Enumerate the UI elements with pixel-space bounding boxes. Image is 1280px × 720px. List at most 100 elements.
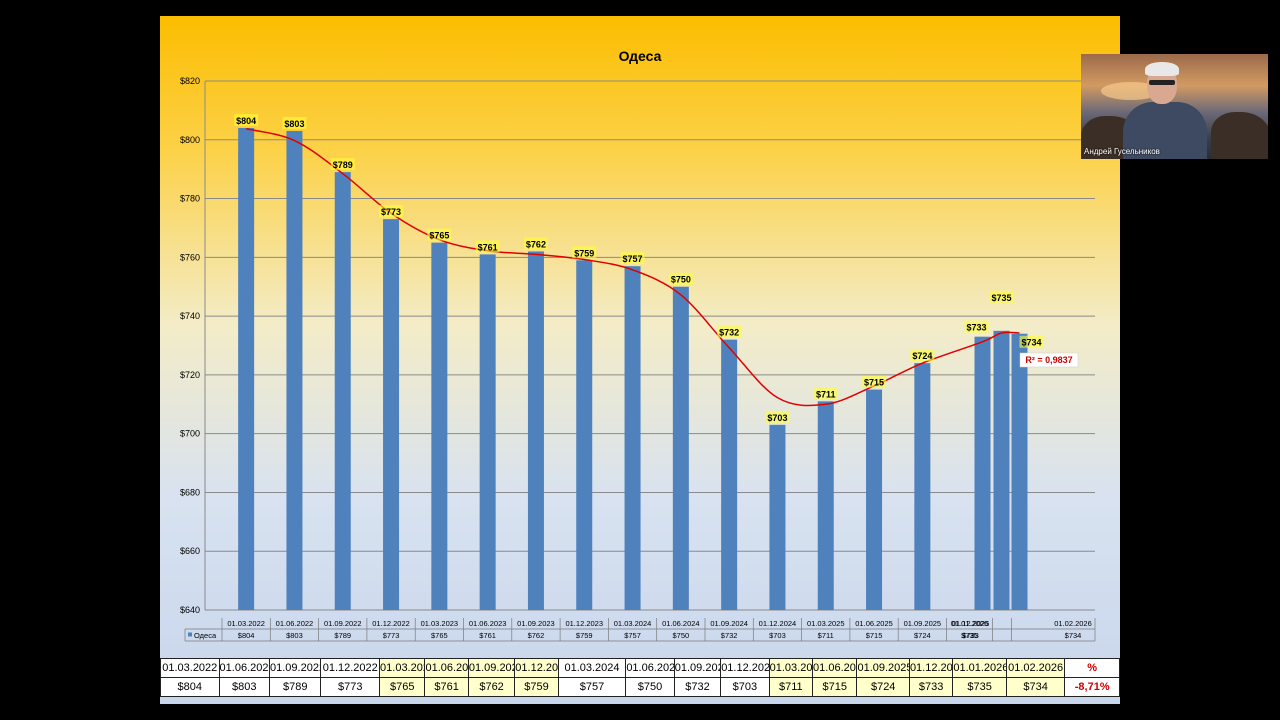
- y-tick-label: $740: [180, 311, 200, 321]
- table-category-label: 01.03.2023: [421, 619, 459, 628]
- summary-percent-header: %: [1064, 658, 1120, 678]
- summary-date-cell: 01.03.2024: [557, 658, 627, 678]
- webcam-sunset: [1101, 82, 1161, 100]
- table-category-label: 01.09.2025: [904, 619, 942, 628]
- summary-value-cell: $804: [160, 677, 220, 697]
- webcam-person-glasses: [1149, 80, 1175, 85]
- bar: [817, 401, 834, 610]
- table-value-label: $803: [286, 631, 303, 640]
- data-label: $703: [767, 413, 787, 423]
- bar: [993, 330, 1010, 610]
- table-category-label: 01.12.2025: [952, 619, 990, 628]
- summary-date-cell: 01.09.2023: [467, 658, 516, 678]
- data-label: $803: [284, 119, 304, 129]
- data-label-bg: [379, 205, 404, 218]
- table-category-label: 01.09.2023: [517, 619, 555, 628]
- bar: [576, 260, 593, 610]
- y-tick-label: $800: [180, 135, 200, 145]
- table-category-label: 01.03.2025: [807, 619, 845, 628]
- y-tick-label: $700: [180, 429, 200, 439]
- y-tick-label: $760: [180, 252, 200, 262]
- table-value-label: $757: [624, 631, 641, 640]
- data-label-bg: [523, 237, 548, 250]
- summary-date-cell: 01.02.2026: [1005, 658, 1066, 678]
- summary-date-cell: 01.03.2025: [768, 658, 814, 678]
- table-value-label: $765: [431, 631, 448, 640]
- table-value-label: $804: [238, 631, 255, 640]
- webcam-person-hair: [1145, 62, 1179, 76]
- summary-value-cell: $765: [379, 677, 426, 697]
- webcam-overlay: Андрей Гусельников: [1081, 54, 1268, 159]
- summary-value-cell: $735: [952, 677, 1007, 697]
- bar: [672, 286, 689, 610]
- data-label: $762: [526, 239, 546, 249]
- data-label-bg: [427, 228, 452, 241]
- summary-date-cell: 01.12.2025: [908, 658, 954, 678]
- table-value-label: $711: [818, 631, 834, 640]
- data-label-bg: [862, 375, 887, 388]
- table-value-label: $733: [962, 631, 979, 640]
- data-label: $750: [671, 275, 691, 285]
- summary-date-cell: 01.12.2023: [514, 658, 559, 678]
- summary-date-cell: 01.12.2022: [320, 658, 381, 678]
- legend-key: [188, 632, 192, 637]
- data-label: $724: [912, 351, 932, 361]
- data-label-bg: [964, 320, 989, 333]
- data-label-bg: [765, 410, 790, 423]
- summary-date-cell: 01.06.2024: [625, 658, 675, 678]
- data-label: $759: [574, 248, 594, 258]
- table-value-label: $761: [479, 631, 496, 640]
- summary-date-cell: 01.09.2022: [269, 658, 322, 678]
- summary-date-cell: 01.01.2026: [952, 658, 1007, 678]
- bar: [914, 363, 931, 610]
- table-value-label: $734: [1065, 631, 1082, 640]
- data-label-bg: [234, 114, 259, 127]
- data-label-bg: [572, 246, 597, 259]
- data-label: $733: [966, 323, 986, 333]
- summary-table: 01.03.2022 01.06.2022 01.09.2022 01.12.2022…: [160, 658, 1120, 697]
- summary-value-cell: $703: [720, 677, 770, 697]
- bar: [383, 219, 400, 610]
- summary-value-cell: $762: [467, 677, 516, 697]
- data-label: $773: [381, 207, 401, 217]
- bar: [1011, 333, 1028, 610]
- data-label-bg: [1019, 335, 1044, 348]
- chart-title: Одеса: [619, 48, 662, 64]
- summary-value-cell: $734: [1005, 677, 1066, 697]
- table-value-label: $762: [528, 631, 545, 640]
- summary-date-cell: 01.09.2024: [673, 658, 722, 678]
- bar: [286, 130, 303, 610]
- summary-date-cell: 01.03.2022: [160, 658, 220, 678]
- data-label-bg: [910, 349, 935, 362]
- summary-value-cell: $773: [320, 677, 381, 697]
- bar: [866, 389, 883, 610]
- data-label: $735: [991, 293, 1011, 303]
- y-tick-label: $780: [180, 194, 200, 204]
- summary-value-cell: $761: [424, 677, 469, 697]
- summary-date-cell: 01.12.2024: [720, 658, 770, 678]
- webcam-participant-name: Андрей Гусельников: [1084, 147, 1160, 156]
- bar: [479, 254, 496, 610]
- summary-date-cell: 01.09.2025: [856, 658, 910, 678]
- table-value-label: $789: [334, 631, 351, 640]
- table-category-label: 01.12.2023: [565, 619, 603, 628]
- bar: [527, 251, 544, 610]
- table-category-label: 01.09.2024: [710, 619, 748, 628]
- summary-date-cell: 01.06.2025: [812, 658, 858, 678]
- data-label: $734: [1021, 338, 1041, 348]
- data-label: $765: [429, 231, 449, 241]
- data-label: $789: [333, 160, 353, 170]
- data-label-bg: [813, 387, 838, 400]
- table-value-label: $759: [576, 631, 593, 640]
- table-value-label: $724: [914, 631, 931, 640]
- data-label: $757: [623, 254, 643, 264]
- data-label-bg: [330, 158, 355, 171]
- table-category-label: 01.06.2023: [469, 619, 507, 628]
- table-category-label: 01.09.2022: [324, 619, 362, 628]
- bar: [721, 339, 738, 610]
- table-value-label: $750: [673, 631, 690, 640]
- data-label-bg: [620, 252, 645, 265]
- summary-value-cell: $757: [557, 677, 627, 697]
- table-category-label: 01.12.2022: [372, 619, 410, 628]
- data-label-bg: [989, 290, 1014, 303]
